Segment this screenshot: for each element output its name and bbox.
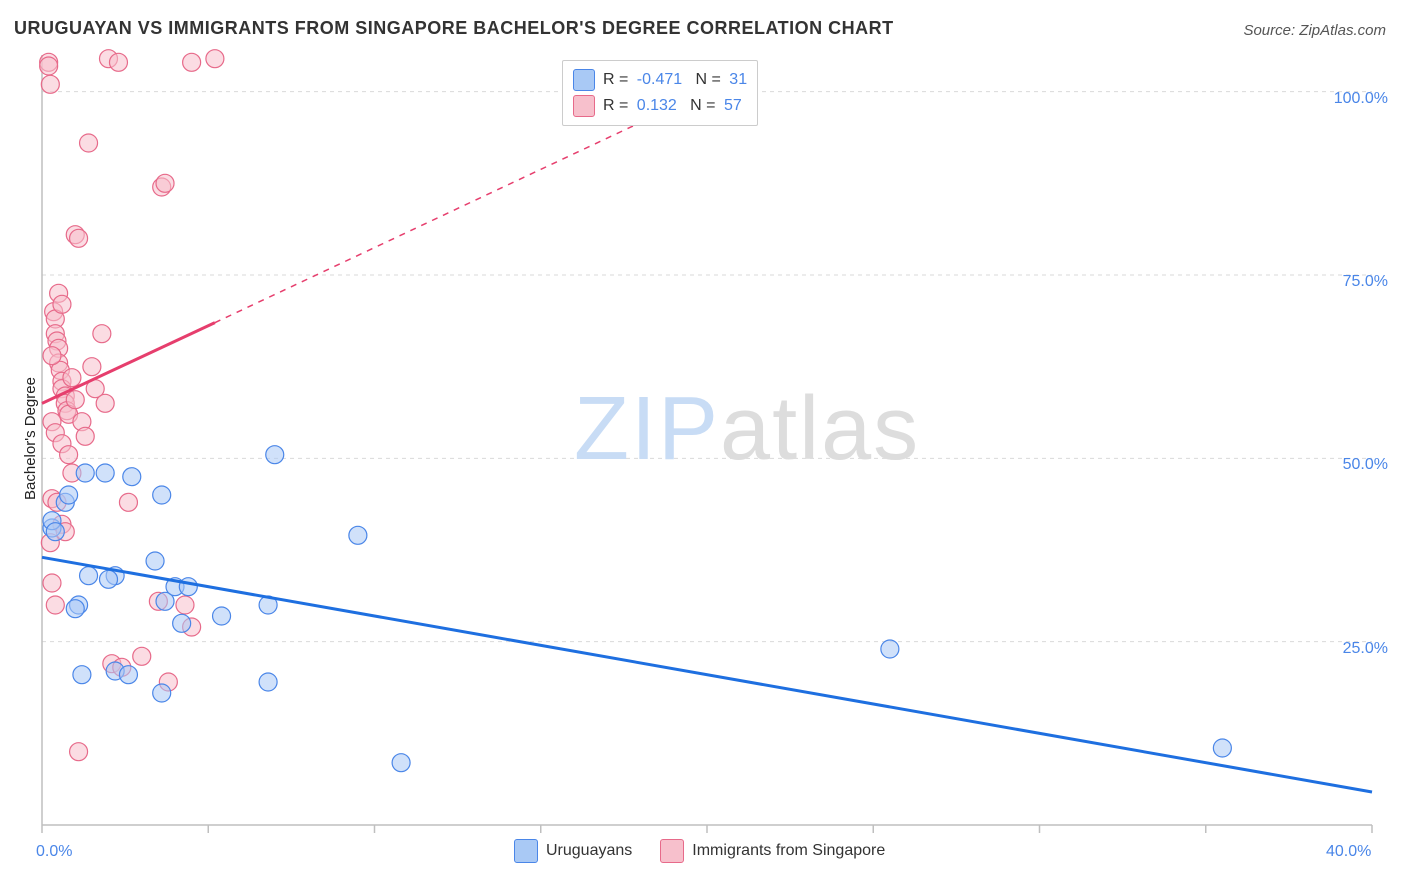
stats-swatch-icon xyxy=(573,95,595,117)
uruguayan-point xyxy=(153,684,171,702)
singapore-point xyxy=(119,493,137,511)
legend: Uruguayans Immigrants from Singapore xyxy=(500,839,899,863)
uruguayan-point xyxy=(259,673,277,691)
singapore-point xyxy=(83,358,101,376)
stats-row-uruguayans: R = -0.471 N = 31 xyxy=(573,67,747,93)
singapore-point xyxy=(109,53,127,71)
uruguayan-point xyxy=(153,486,171,504)
y-tick-label: 100.0% xyxy=(1334,90,1388,108)
singapore-point xyxy=(70,743,88,761)
singapore-point xyxy=(46,596,64,614)
singapore-point xyxy=(96,394,114,412)
singapore-trend-extrapolation xyxy=(215,99,690,323)
r-value: 0.132 xyxy=(632,97,676,115)
legend-label: Immigrants from Singapore xyxy=(692,842,885,860)
x-tick-label: 0.0% xyxy=(36,843,72,861)
y-tick-label: 25.0% xyxy=(1343,640,1388,658)
uruguayan-point xyxy=(100,570,118,588)
scatter-plot xyxy=(0,0,1406,892)
singapore-point xyxy=(63,369,81,387)
uruguayan-point xyxy=(266,446,284,464)
uruguayan-point xyxy=(66,600,84,618)
singapore-point xyxy=(133,647,151,665)
uruguayan-trend-line xyxy=(42,557,1372,792)
singapore-point xyxy=(43,347,61,365)
uruguayan-point xyxy=(179,578,197,596)
stats-swatch-icon xyxy=(573,69,595,91)
r-value: -0.471 xyxy=(632,71,682,89)
singapore-point xyxy=(66,391,84,409)
legend-swatch-icon xyxy=(660,839,684,863)
uruguayan-point xyxy=(46,523,64,541)
singapore-point xyxy=(41,75,59,93)
y-tick-label: 75.0% xyxy=(1343,273,1388,291)
uruguayan-point xyxy=(146,552,164,570)
singapore-point xyxy=(70,229,88,247)
uruguayan-point xyxy=(881,640,899,658)
uruguayan-point xyxy=(123,468,141,486)
uruguayan-point xyxy=(80,567,98,585)
legend-swatch-icon xyxy=(514,839,538,863)
uruguayan-point xyxy=(349,526,367,544)
n-value: 57 xyxy=(720,97,742,115)
uruguayan-point xyxy=(392,754,410,772)
singapore-point xyxy=(93,325,111,343)
legend-item-singapore: Immigrants from Singapore xyxy=(660,839,885,863)
uruguayan-point xyxy=(60,486,78,504)
singapore-point xyxy=(156,174,174,192)
singapore-point xyxy=(43,574,61,592)
singapore-point xyxy=(80,134,98,152)
uruguayan-point xyxy=(1213,739,1231,757)
singapore-point xyxy=(40,57,58,75)
uruguayan-point xyxy=(119,666,137,684)
singapore-point xyxy=(176,596,194,614)
legend-label: Uruguayans xyxy=(546,842,632,860)
legend-item-uruguayans: Uruguayans xyxy=(514,839,632,863)
singapore-point xyxy=(76,427,94,445)
y-tick-label: 50.0% xyxy=(1343,456,1388,474)
singapore-point xyxy=(53,295,71,313)
correlation-stats-box: R = -0.471 N = 31 R = 0.132 N = 57 xyxy=(562,60,758,126)
singapore-point xyxy=(183,53,201,71)
uruguayan-point xyxy=(76,464,94,482)
uruguayan-point xyxy=(213,607,231,625)
uruguayan-point xyxy=(73,666,91,684)
x-tick-label: 40.0% xyxy=(1326,843,1371,861)
stats-row-singapore: R = 0.132 N = 57 xyxy=(573,93,747,119)
singapore-point xyxy=(206,50,224,68)
uruguayan-point xyxy=(96,464,114,482)
uruguayan-point xyxy=(173,614,191,632)
n-value: 31 xyxy=(725,71,747,89)
singapore-point xyxy=(60,446,78,464)
